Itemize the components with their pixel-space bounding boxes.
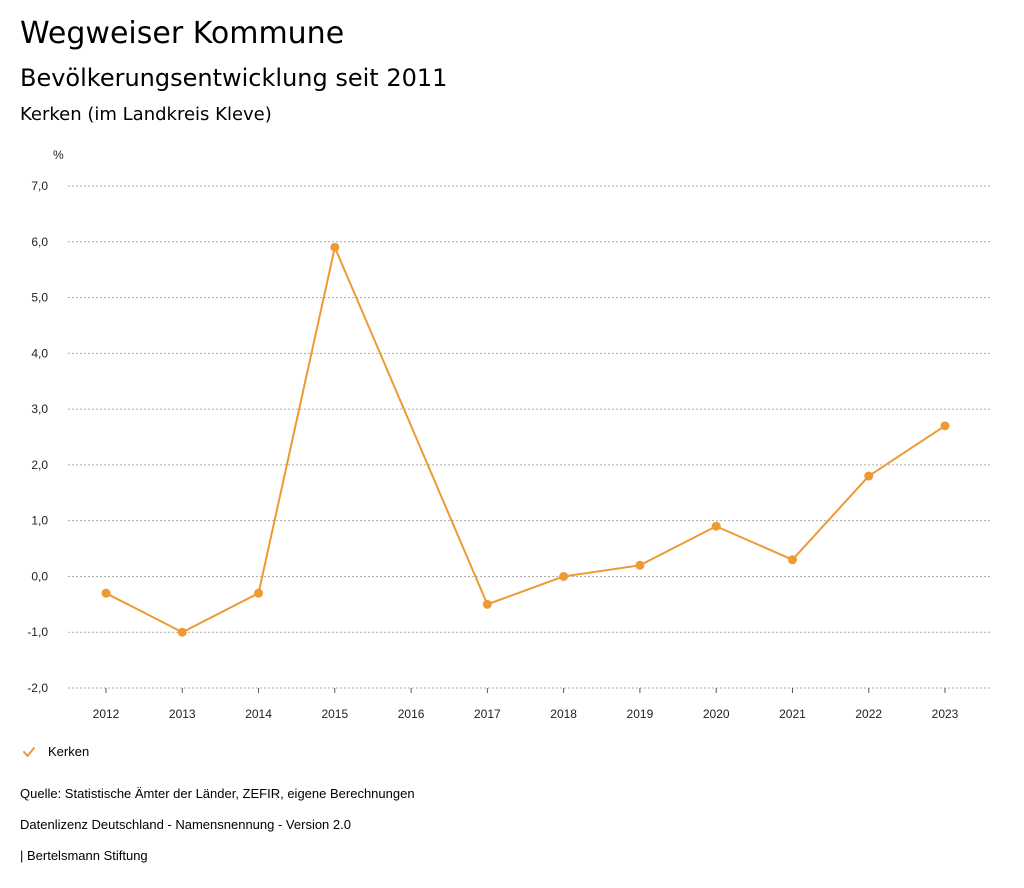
x-tick-label: 2017 <box>474 707 501 721</box>
x-tick-label: 2014 <box>245 707 272 721</box>
y-axis-unit-label: % <box>53 148 64 162</box>
y-tick-label: 4,0 <box>31 346 48 360</box>
data-point-2019[interactable] <box>635 560 645 570</box>
license-note: Datenlizenz Deutschland - Namensnennung … <box>20 817 351 832</box>
series-line <box>105 246 946 634</box>
legend-item-kerken[interactable]: Kerken <box>22 744 89 759</box>
x-tick-label: 2019 <box>627 707 654 721</box>
data-point-2017[interactable] <box>482 599 492 609</box>
y-tick-label: -1,0 <box>27 625 48 639</box>
chart-place-label: Kerken (im Landkreis Kleve) <box>20 104 272 125</box>
data-point-2021[interactable] <box>787 555 797 565</box>
x-axis-ticks: 2012 2013 2014 2015 2016 2017 2018 2019 2020 2021… <box>93 688 959 721</box>
x-tick-label: 2023 <box>932 707 959 721</box>
y-axis-ticks: 7,0 6,0 5,0 4,0 3,0 2,0 1,0 0,0 -1,0 -2,0 <box>27 179 48 695</box>
y-tick-label: 3,0 <box>31 402 48 416</box>
source-note: Quelle: Statistische Ämter der Länder, Z… <box>20 786 415 801</box>
x-tick-label: 2022 <box>855 707 882 721</box>
legend-label: Kerken <box>48 744 90 759</box>
data-point-2020[interactable] <box>711 521 721 531</box>
x-tick-label: 2015 <box>321 707 348 721</box>
data-point-2023[interactable] <box>940 421 950 431</box>
x-tick-label: 2013 <box>169 707 196 721</box>
x-tick-label: 2016 <box>398 707 425 721</box>
check-icon <box>23 746 35 757</box>
chart-subtitle: Bevölkerungsentwicklung seit 2011 <box>20 64 448 92</box>
y-tick-label: 6,0 <box>31 235 48 249</box>
data-point-2012[interactable] <box>101 588 111 598</box>
data-point-2018[interactable] <box>559 571 569 581</box>
y-tick-label: 2,0 <box>31 458 48 472</box>
y-tick-label: 5,0 <box>31 291 48 305</box>
x-tick-label: 2012 <box>93 707 120 721</box>
y-tick-label: -2,0 <box>27 681 48 695</box>
page-title: Wegweiser Kommune <box>20 16 345 51</box>
grid-lines <box>68 185 990 689</box>
y-tick-label: 0,0 <box>31 569 48 583</box>
data-point-2014[interactable] <box>254 588 264 598</box>
x-tick-label: 2018 <box>550 707 577 721</box>
y-tick-label: 7,0 <box>31 179 48 193</box>
series-kerken <box>101 242 950 637</box>
x-tick-label: 2020 <box>703 707 730 721</box>
data-point-2013[interactable] <box>177 627 187 637</box>
data-point-2015[interactable] <box>330 242 340 252</box>
credit-note: | Bertelsmann Stiftung <box>20 848 148 863</box>
data-point-2022[interactable] <box>864 471 874 481</box>
line-chart: % 7,06,05,04,03,02,01,00,0-1,0-2,0 2012 2… <box>27 148 990 721</box>
x-tick-label: 2021 <box>779 707 806 721</box>
y-tick-label: 1,0 <box>31 514 48 528</box>
